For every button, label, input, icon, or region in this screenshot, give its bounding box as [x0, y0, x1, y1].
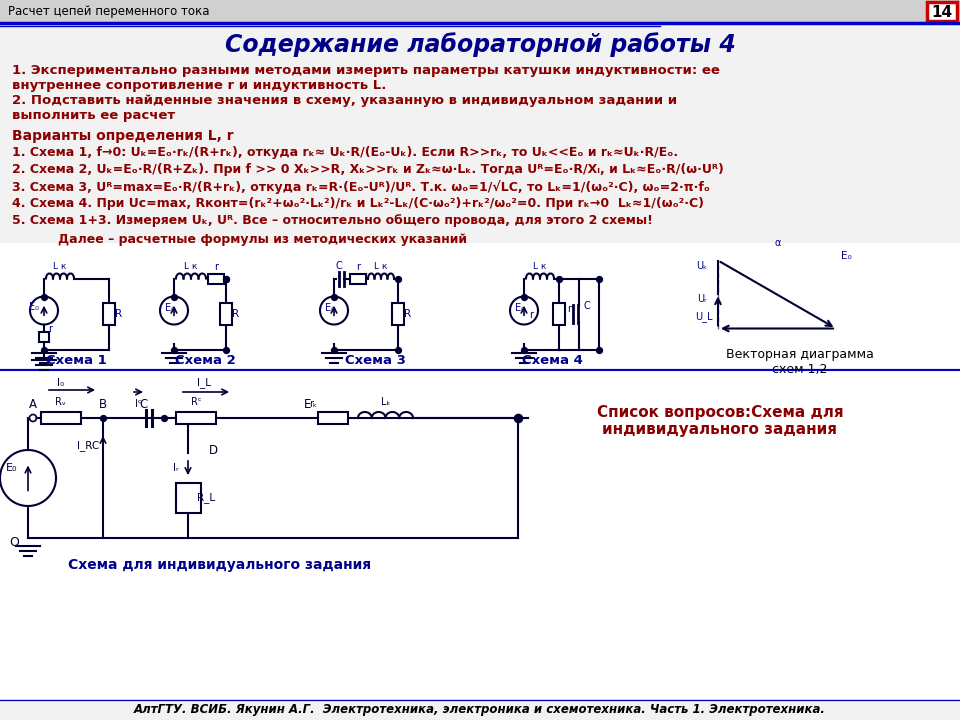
Text: Список вопросов:Схема для
индивидуального задания: Список вопросов:Схема для индивидуальног…	[597, 405, 843, 438]
Bar	[220, 303, 232, 325]
Text: r: r	[356, 261, 360, 271]
Text: Содержание лабораторной работы 4: Содержание лабораторной работы 4	[225, 32, 735, 58]
Bar	[0, 370, 960, 702]
Text: Uᵣ: Uᵣ	[697, 294, 707, 304]
Text: 5. Схема 1+3. Измеряем Uₖ, Uᴿ. Все – относительно общего провода, для этого 2 сх: 5. Схема 1+3. Измеряем Uₖ, Uᴿ. Все – отн…	[12, 214, 653, 227]
Bar	[176, 483, 201, 513]
Text: Схема 1: Схема 1	[46, 354, 107, 366]
Bar	[927, 2, 957, 21]
Bar	[208, 274, 224, 284]
Text: Iᶜ: Iᶜ	[134, 399, 141, 409]
Point	[591, 273, 607, 284]
Text: C: C	[584, 301, 590, 311]
Point	[511, 413, 526, 424]
Text: r: r	[214, 261, 218, 271]
Bar	[176, 412, 216, 424]
Point	[516, 343, 532, 355]
Point	[551, 273, 566, 284]
Text: E: E	[304, 397, 312, 410]
Text: Расчет цепей переменного тока: Расчет цепей переменного тока	[8, 4, 209, 17]
Text: E₀: E₀	[7, 463, 17, 473]
Text: внутреннее сопротивление r и индуктивность L.: внутреннее сопротивление r и индуктивнос…	[12, 79, 386, 92]
Text: Lₖ: Lₖ	[381, 397, 391, 407]
Text: АлтГТУ. ВСИБ. Якунин А.Г.  Электротехника, электроника и схемотехника. Часть 1. : АлтГТУ. ВСИБ. Якунин А.Г. Электротехника…	[134, 703, 826, 716]
Text: E₀: E₀	[841, 251, 852, 261]
Point	[156, 413, 172, 424]
Bar	[103, 303, 115, 325]
Text: Варианты определения L, r: Варианты определения L, r	[12, 129, 233, 143]
Text: R_L: R_L	[197, 492, 215, 503]
Text: E₀: E₀	[29, 302, 39, 312]
Point	[36, 343, 52, 355]
Text: 1. Схема 1, f→0: Uₖ=Eₒ·rₖ/(R+rₖ), откуда rₖ≈ Uₖ·R/(Eₒ-Uₖ). Если R>>rₖ, то Uₖ<<Eₒ: 1. Схема 1, f→0: Uₖ=Eₒ·rₖ/(R+rₖ), откуда…	[12, 146, 678, 159]
Point	[95, 413, 110, 424]
Text: R: R	[115, 309, 123, 319]
Text: L к: L к	[534, 262, 546, 271]
Point	[326, 343, 342, 355]
Text: Схема 3: Схема 3	[345, 354, 405, 366]
Bar	[39, 331, 49, 341]
Text: E₀: E₀	[165, 302, 175, 312]
Text: 1. Экспериментально разными методами измерить параметры катушки индуктивности: е: 1. Экспериментально разными методами изм…	[12, 64, 720, 77]
Text: Схема 2: Схема 2	[175, 354, 235, 366]
Text: L к: L к	[184, 262, 198, 271]
Text: E₀: E₀	[515, 302, 525, 312]
Text: r: r	[567, 304, 571, 314]
Text: 2. Схема 2, Uₖ=Eₒ·R/(R+Zₖ). При f >> 0 Xₖ>>R, Xₖ>>rₖ и Zₖ≈ω·Lₖ. Тогда Uᴿ=Eₒ·R/Xₗ: 2. Схема 2, Uₖ=Eₒ·R/(R+Zₖ). При f >> 0 X…	[12, 163, 724, 176]
Text: B: B	[99, 397, 108, 410]
Point	[591, 343, 607, 355]
Bar	[41, 412, 81, 424]
Text: Rᵥ: Rᵥ	[56, 397, 66, 407]
Text: rₖ: rₖ	[309, 399, 317, 409]
Text: Rᶜ: Rᶜ	[191, 397, 202, 407]
Bar	[392, 303, 404, 325]
Point	[166, 343, 181, 355]
Point	[391, 343, 406, 355]
Text: I_RC: I_RC	[77, 441, 99, 451]
Text: r: r	[48, 323, 52, 333]
Text: E₀: E₀	[325, 302, 335, 312]
Point	[36, 291, 52, 302]
Text: U_L: U_L	[695, 311, 712, 322]
Text: C: C	[139, 397, 147, 410]
Text: 14: 14	[931, 4, 952, 19]
Point	[218, 273, 233, 284]
Text: L к: L к	[374, 262, 388, 271]
Bar	[350, 274, 366, 284]
Text: α: α	[775, 238, 781, 248]
Text: 3. Схема 3, Uᴿ=max=Eₒ·R/(R+rₖ), откуда rₖ=R·(Eₒ-Uᴿ)/Uᴿ. Т.к. ωₒ=1/√LC, то Lₖ=1/(: 3. Схема 3, Uᴿ=max=Eₒ·R/(R+rₖ), откуда r…	[12, 180, 710, 194]
Text: R: R	[404, 309, 412, 319]
Text: Схема 4: Схема 4	[521, 354, 583, 366]
Polygon shape	[30, 415, 36, 421]
Text: 2. Подставить найденные значения в схему, указанную в индивидуальном задании и: 2. Подставить найденные значения в схему…	[12, 94, 677, 107]
Text: R: R	[232, 309, 240, 319]
Bar	[553, 303, 565, 325]
Text: O: O	[9, 536, 19, 549]
Point	[516, 291, 532, 302]
Text: Далее – расчетные формулы из методических указаний: Далее – расчетные формулы из методически…	[58, 233, 467, 246]
Point	[326, 291, 342, 302]
Text: A: A	[29, 397, 37, 410]
Point	[218, 343, 233, 355]
Point	[166, 291, 181, 302]
Text: 4. Схема 4. При Uᴄ=max, Rконт=(rₖ²+ωₒ²·Lₖ²)/rₖ и Lₖ²-Lₖ/(C·ωₒ²)+rₖ²/ωₒ²=0. При r: 4. Схема 4. При Uᴄ=max, Rконт=(rₖ²+ωₒ²·L…	[12, 197, 704, 210]
Text: Uₖ: Uₖ	[696, 261, 708, 271]
Text: I₀: I₀	[58, 378, 64, 388]
Text: Iᵣ: Iᵣ	[173, 463, 179, 473]
Text: выполнить ее расчет: выполнить ее расчет	[12, 109, 176, 122]
Text: D: D	[208, 444, 218, 456]
Bar	[0, 0, 960, 22]
Text: I_L: I_L	[197, 377, 211, 389]
Text: L к: L к	[54, 262, 66, 271]
Text: C: C	[336, 261, 343, 271]
Point	[218, 273, 233, 284]
Bar	[318, 412, 348, 424]
Text: Схема для индивидуального задания: Схема для индивидуального задания	[68, 558, 372, 572]
Point	[391, 273, 406, 284]
Text: r: r	[529, 310, 533, 320]
Bar	[0, 243, 960, 368]
Text: Векторная диаграмма
схем 1,2: Векторная диаграмма схем 1,2	[726, 348, 874, 376]
